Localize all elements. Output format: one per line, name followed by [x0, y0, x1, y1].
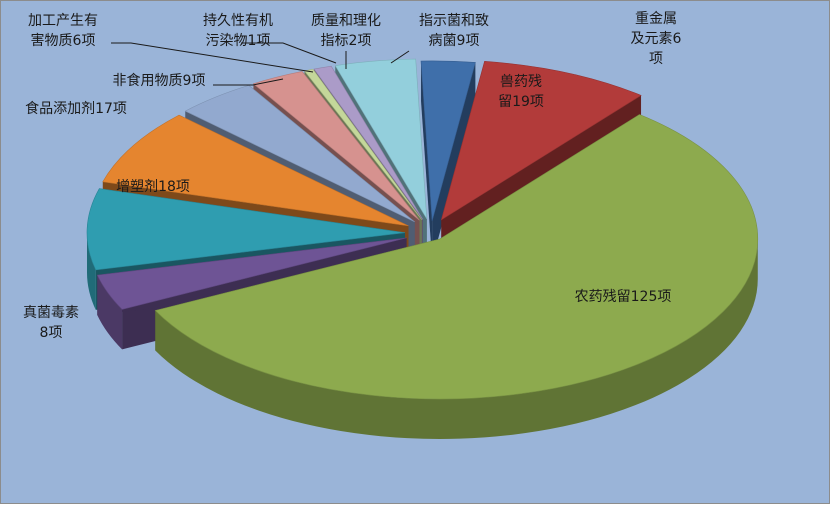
- slice-2: [154, 114, 759, 400]
- slice-0-label-line: 及元素6: [631, 31, 682, 47]
- slice-7-label-line: 害物质6项: [31, 33, 96, 49]
- slice-9-label: 质量和理化指标2项: [311, 13, 381, 49]
- slice-9: [313, 65, 424, 220]
- slice-4: [86, 188, 406, 271]
- slice-5-label: 食品添加剂17项: [25, 100, 127, 117]
- slice-9-label-line: 指标2项: [321, 33, 372, 49]
- slice-0-label: 重金属及元素6 项: [631, 11, 682, 67]
- slice-7-label: 加工产生有害物质6项: [28, 13, 98, 49]
- slice-10-label: 指示菌和致病菌9项: [419, 13, 489, 49]
- slice-10-label-line: 病菌9项: [429, 33, 480, 49]
- slice-10-leader-line: [390, 50, 410, 64]
- slice-10: [334, 58, 428, 220]
- slice-3-label: 真菌毒素 8项: [23, 305, 79, 341]
- slice-3-rim-0: [97, 275, 123, 350]
- slice-0: [420, 60, 476, 221]
- slice-6-leader-line: [213, 78, 284, 86]
- slice-5: [102, 114, 409, 227]
- slice-2-label: 农药残留125项: [575, 289, 672, 305]
- slice-4-label-line: 增塑剂18项: [116, 179, 190, 195]
- slice-6-label-line: 非食用物质9项: [113, 72, 206, 89]
- slice-3: [96, 237, 407, 310]
- slice-0-wall-0: [421, 61, 433, 261]
- slice-2-rim-0: [155, 238, 758, 439]
- slice-0-label-line: 重金属: [635, 11, 677, 27]
- slice-1-label-line: 留19项: [498, 94, 544, 110]
- slice-1: [440, 61, 642, 221]
- slice-8-label: 持久性有机污染物1项: [203, 13, 273, 49]
- slice-0-wall-1: [432, 62, 476, 261]
- slice-3-label-line: 真菌毒素: [23, 305, 79, 321]
- slice-1-label: 兽药残留19项: [498, 74, 544, 110]
- slice-2-label-line: 农药残留125项: [575, 289, 672, 305]
- slice-8-label-line: 持久性有机: [203, 13, 273, 29]
- slice-0-label-line: 项: [649, 51, 663, 67]
- slice-7-leader-line: [111, 42, 314, 73]
- slice-1-label-line: 兽药残: [500, 74, 542, 90]
- slice-7-label-line: 加工产生有: [28, 13, 98, 29]
- slice-10-label-line: 指示菌和致: [419, 13, 489, 29]
- slice-7: [252, 71, 420, 221]
- slice-6-label: 非食用物质9项: [113, 72, 206, 89]
- slice-8-leader-line: [241, 42, 337, 64]
- slice-0-body: [421, 61, 476, 261]
- slice-3-label-line: 8项: [40, 325, 63, 341]
- slice-4-label: 增塑剂18项: [116, 179, 190, 195]
- slice-5-label-line: 食品添加剂17项: [25, 100, 127, 117]
- slice-9-label-line: 质量和理化: [311, 13, 381, 29]
- slice-8-label-line: 污染物1项: [206, 33, 271, 49]
